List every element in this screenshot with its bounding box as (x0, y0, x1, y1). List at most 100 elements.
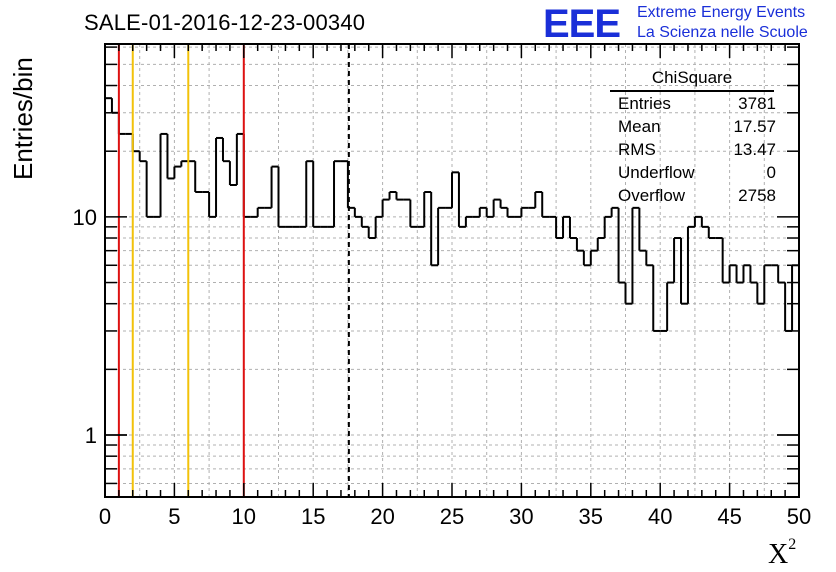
stats-row-rms: RMS 13.47 (612, 138, 776, 161)
histogram-bin (506, 207, 515, 218)
x-tick-label: 15 (301, 504, 325, 529)
histogram-bin (666, 281, 675, 331)
stats-row-underflow: Underflow 0 (612, 161, 776, 184)
histogram-bin (138, 151, 147, 163)
axis-ticks (104, 44, 800, 497)
histogram-bin (568, 216, 577, 240)
grid (105, 44, 799, 497)
stats-value: 17.57 (733, 117, 776, 136)
histogram-bin (582, 250, 591, 267)
histogram-bin (777, 265, 786, 284)
run-title: SALE-01-2016-12-23-00340 (84, 10, 366, 35)
x-tick-label: 0 (99, 504, 111, 529)
histogram-bin (437, 206, 446, 266)
histogram-bin (208, 192, 217, 218)
histogram-bin (235, 132, 244, 185)
histogram-bin (194, 161, 203, 194)
histogram-bin (728, 264, 737, 283)
eee-logo: EEE (543, 2, 621, 46)
stats-value: 0 (766, 163, 776, 182)
histogram-bin (110, 98, 119, 114)
x-tick-label: 35 (579, 504, 603, 529)
histogram-bin (589, 249, 598, 266)
histogram-bin (333, 160, 341, 227)
x-tick-label: 40 (648, 504, 672, 529)
histogram-bin (791, 264, 799, 331)
histogram-bin (700, 216, 709, 228)
histogram-bin (610, 206, 619, 217)
y-tick-labels: 1 10 (73, 205, 97, 448)
x-tick-label: 50 (787, 504, 811, 529)
x-tick-label: 45 (717, 504, 741, 529)
histogram-bin (159, 132, 168, 217)
histogram-bin (492, 198, 501, 217)
histogram-bin (395, 192, 404, 201)
histogram-bin (360, 216, 369, 228)
histogram-bin (131, 133, 140, 153)
histogram-bin (270, 165, 279, 208)
reference-lines (117, 44, 350, 497)
stats-row-entries: Entries 3781 (612, 92, 776, 115)
histogram-bin (624, 282, 633, 305)
histogram-bin (117, 112, 126, 135)
histogram-bin (631, 206, 640, 304)
x-axis-label: X2 (768, 536, 796, 571)
histogram-bin (596, 237, 605, 251)
histogram-bin (617, 207, 626, 284)
histogram-bin (784, 282, 793, 332)
histogram-bin (409, 199, 418, 228)
stats-value: 2758 (738, 186, 776, 205)
stats-label: Mean (618, 117, 661, 136)
histogram-bin (457, 172, 466, 228)
histogram-bin (173, 165, 182, 179)
histogram-bin (645, 250, 654, 267)
y-tick-label: 10 (73, 205, 97, 230)
histogram-bin (673, 237, 682, 283)
stats-value: 13.47 (733, 140, 776, 159)
histogram-bin (430, 192, 439, 267)
stats-box: ChiSquare Entries 3781 Mean 17.57 RMS 13… (610, 68, 776, 207)
x-tick-label: 20 (370, 504, 394, 529)
y-tick-label: 1 (85, 423, 97, 448)
histogram-bin (221, 137, 230, 163)
histogram-bin (735, 265, 744, 284)
histogram-bin (242, 133, 251, 218)
stats-label: Entries (618, 94, 671, 113)
histogram-bin (638, 207, 647, 252)
stats-label: RMS (618, 140, 656, 159)
histogram-bin (451, 171, 459, 208)
histogram-bin (381, 198, 390, 217)
histogram-bin (707, 226, 716, 240)
histogram-bin (742, 264, 751, 283)
histogram-bin (562, 215, 570, 239)
histogram-bin (541, 192, 550, 218)
org-name-line1: Extreme Energy Events (637, 4, 806, 21)
histogram-bin (534, 191, 543, 208)
histogram-bin (478, 206, 487, 217)
histogram-bin (353, 207, 362, 218)
histogram-bin (388, 191, 397, 200)
histogram-bin (763, 264, 772, 304)
stats-label: Underflow (618, 163, 695, 182)
stats-row-mean: Mean 17.57 (612, 115, 776, 138)
histogram-bin (555, 216, 564, 240)
histogram-bin (686, 225, 695, 304)
histogram-bin (603, 215, 612, 239)
histogram-bin (749, 265, 758, 284)
histogram-bin (228, 161, 237, 186)
histogram-bin (305, 160, 314, 227)
histogram-bin (256, 206, 265, 217)
stats-row-overflow: Overflow 2758 (612, 184, 776, 207)
histogram-bin (693, 215, 702, 227)
histogram-bin (215, 136, 223, 217)
histogram-bin (575, 238, 584, 252)
org-name-line2: La Scienza nelle Scuole (637, 24, 808, 41)
histogram-bin (166, 133, 175, 180)
y-axis-label: Entries/bin (8, 57, 38, 180)
x-axis-label-base: X (768, 539, 789, 570)
stats-label: Overflow (618, 186, 686, 205)
histogram-bin (367, 226, 376, 240)
histogram-bin (374, 215, 383, 239)
stats-title: ChiSquare (610, 68, 774, 92)
